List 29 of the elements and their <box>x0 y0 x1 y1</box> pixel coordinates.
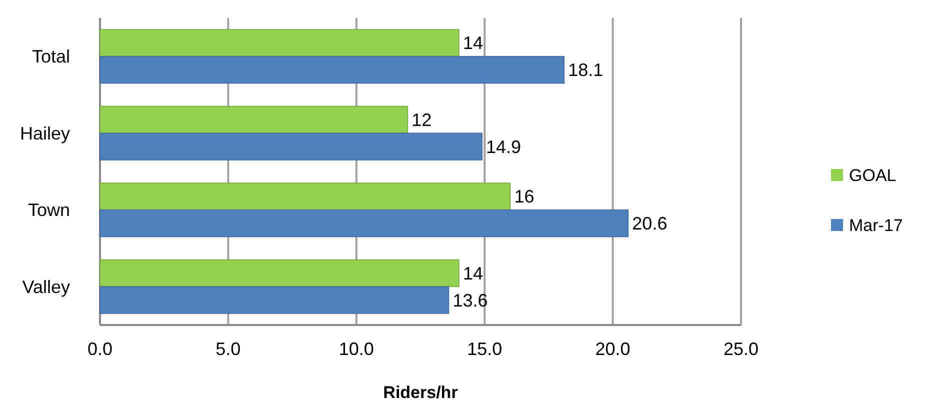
data-label: 20.6 <box>632 214 668 234</box>
bar <box>100 106 408 134</box>
x-tick-label: 5.0 <box>216 339 241 359</box>
y-tick-label: Total <box>32 46 70 67</box>
y-tick-label: Hailey <box>20 123 70 144</box>
bar <box>100 259 460 288</box>
data-label: 16 <box>514 186 534 207</box>
x-tick-label: 10.0 <box>338 339 374 359</box>
x-tick-label: 15.0 <box>467 339 502 359</box>
data-label: 13.6 <box>452 290 488 310</box>
data-label: 14.9 <box>486 136 522 157</box>
x-tick-label: 20.0 <box>595 339 630 359</box>
legend-label: Mar-17 <box>849 216 903 235</box>
x-axis-title: Riders/hr <box>383 383 458 402</box>
bar <box>100 286 450 314</box>
bar <box>100 132 482 160</box>
bar <box>100 182 511 210</box>
y-tick-label: Town <box>28 200 70 220</box>
data-label: 18.1 <box>568 60 604 80</box>
y-tick-label: Valley <box>22 276 70 297</box>
data-label: 14 <box>462 263 483 284</box>
x-tick-label: 0.0 <box>87 339 113 359</box>
data-label: 12 <box>412 110 432 130</box>
bar <box>100 56 564 84</box>
bar <box>100 29 460 57</box>
data-label: 14 <box>462 33 483 54</box>
bar <box>100 209 629 238</box>
x-tick-label: 25.0 <box>723 339 759 359</box>
legend-label: GOAL <box>849 166 896 185</box>
